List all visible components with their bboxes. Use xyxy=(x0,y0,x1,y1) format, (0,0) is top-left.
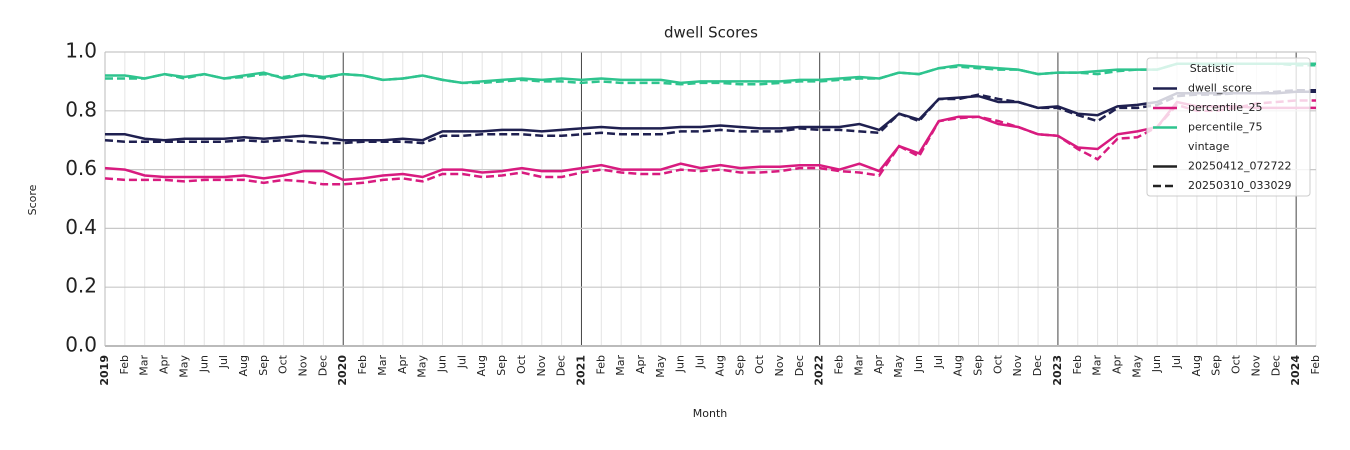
x-tick-label: 2022 xyxy=(813,355,826,386)
x-tick-label: Oct xyxy=(1230,354,1243,374)
series-line xyxy=(105,62,1316,86)
x-tick-label: Nov xyxy=(535,355,548,377)
x-tick-label: Oct xyxy=(991,354,1004,374)
x-tick-label: Nov xyxy=(773,355,786,377)
chart-title: dwell Scores xyxy=(664,24,758,42)
x-tick-label: 2024 xyxy=(1289,355,1302,386)
x-tick-label: Sep xyxy=(1210,355,1223,376)
x-tick-label: Nov xyxy=(297,355,310,377)
x-tick-label: May xyxy=(654,355,667,378)
y-tick-label: 0.4 xyxy=(65,215,97,239)
x-tick-label: Mar xyxy=(376,355,389,376)
y-axis-label: Score xyxy=(26,184,39,215)
legend-title: vintage xyxy=(1188,140,1230,153)
x-tick-label: May xyxy=(892,355,905,378)
x-tick-label: Feb xyxy=(594,355,607,374)
x-tick-label: Jul xyxy=(455,355,468,369)
x-tick-label: Apr xyxy=(634,355,647,375)
series-line xyxy=(105,62,1316,85)
x-tick-label: Oct xyxy=(277,354,290,374)
series-line xyxy=(104,99,1316,186)
x-tick-label: Feb xyxy=(1309,355,1322,374)
legend-label: 20250310_033029 xyxy=(1188,179,1291,192)
x-tick-label: Aug xyxy=(713,355,726,376)
x-tick-label: Jul xyxy=(694,355,707,369)
x-tick-label: Aug xyxy=(952,355,965,376)
legend-label: percentile_25 xyxy=(1188,101,1263,114)
y-tick-label: 1.0 xyxy=(65,39,97,63)
legend-label: 20250412_072722 xyxy=(1188,160,1291,173)
legend-label: percentile_75 xyxy=(1188,121,1263,134)
legend: Statistic dwell_score percentile_25percent… xyxy=(1146,57,1311,197)
x-tick-label: Jul xyxy=(932,355,945,369)
x-tick-label: Mar xyxy=(614,355,627,376)
x-tick-label: Oct xyxy=(515,354,528,374)
x-tick-label: Nov xyxy=(1249,355,1262,377)
x-tick-label: Sep xyxy=(257,355,270,376)
x-tick-label: 2023 xyxy=(1051,355,1064,386)
x-tick-label: Aug xyxy=(1190,355,1203,376)
x-tick-label: Jun xyxy=(435,355,448,373)
x-tick-label: May xyxy=(416,355,429,378)
x-tick-label: Aug xyxy=(475,355,488,376)
x-tick-label: Dec xyxy=(316,355,329,376)
legend-box xyxy=(1146,57,1311,197)
x-axis-label: Month xyxy=(693,407,728,420)
legend-label: dwell_score xyxy=(1188,82,1252,95)
x-tick-label: Feb xyxy=(833,355,846,374)
x-tick-label: Sep xyxy=(733,355,746,376)
x-tick-label: Apr xyxy=(396,355,409,375)
legend-title: Statistic xyxy=(1190,62,1235,75)
x-tick-label: Oct xyxy=(753,354,766,374)
x-tick-label: Aug xyxy=(237,355,250,376)
x-tick-label: Dec xyxy=(1269,355,1282,376)
x-tick-label: Jun xyxy=(197,355,210,373)
x-tick-label: Feb xyxy=(118,355,131,374)
x-tick-label: Apr xyxy=(872,355,885,375)
x-tick-label: Feb xyxy=(356,355,369,374)
series-line xyxy=(104,100,1316,182)
x-tick-label: Feb xyxy=(1071,355,1084,374)
x-tick-label: Jun xyxy=(674,355,687,373)
x-tick-label: 2019 xyxy=(98,355,111,386)
y-tick-label: 0.0 xyxy=(65,333,97,357)
x-tick-label: Sep xyxy=(972,355,985,376)
series-line xyxy=(104,88,1316,145)
x-tick-label: 2021 xyxy=(574,355,587,386)
x-tick-label: Mar xyxy=(852,355,865,376)
x-tick-label: Dec xyxy=(555,355,568,376)
x-tick-label: Mar xyxy=(1091,355,1104,376)
x-tick-label: Apr xyxy=(158,355,171,375)
x-tick-label: Jul xyxy=(1170,355,1183,369)
x-tick-label: Jun xyxy=(1150,355,1163,373)
series-line xyxy=(105,90,1316,142)
y-tick-label: 0.2 xyxy=(65,274,97,298)
x-tick-label: Sep xyxy=(495,355,508,376)
x-tick-label: Jun xyxy=(912,355,925,373)
x-tick-label: May xyxy=(177,355,190,378)
x-tick-label: Apr xyxy=(1110,355,1123,375)
y-tick-label: 0.8 xyxy=(65,97,97,121)
y-tick-label: 0.6 xyxy=(65,156,97,180)
x-tick-label: Dec xyxy=(1031,355,1044,376)
x-tick-label: Nov xyxy=(1011,355,1024,377)
x-tick-label: Jul xyxy=(217,355,230,369)
x-tick-label: May xyxy=(1130,355,1143,378)
x-tick-label: 2020 xyxy=(336,355,349,386)
x-tick-label: Dec xyxy=(793,355,806,376)
x-tick-label: Mar xyxy=(138,355,151,376)
